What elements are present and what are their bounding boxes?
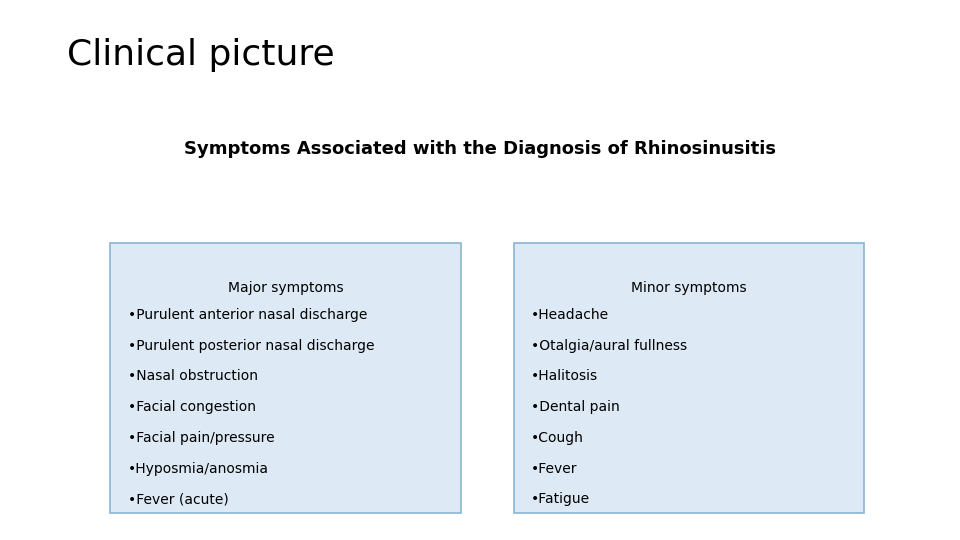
- Bar: [514, 243, 864, 513]
- Text: •Facial congestion: •Facial congestion: [128, 400, 255, 414]
- Text: •Facial pain/pressure: •Facial pain/pressure: [128, 431, 275, 445]
- Text: •Purulent anterior nasal discharge: •Purulent anterior nasal discharge: [128, 308, 367, 322]
- Text: •Nasal obstruction: •Nasal obstruction: [128, 369, 257, 383]
- Text: •Halitosis: •Halitosis: [531, 369, 598, 383]
- Text: •Hyposmia/anosmia: •Hyposmia/anosmia: [128, 462, 269, 476]
- Text: •Fever (acute): •Fever (acute): [128, 492, 228, 507]
- Text: •Purulent posterior nasal discharge: •Purulent posterior nasal discharge: [128, 339, 374, 353]
- Text: Symptoms Associated with the Diagnosis of Rhinosinusitis: Symptoms Associated with the Diagnosis o…: [184, 140, 776, 158]
- Text: •Headache: •Headache: [531, 308, 609, 322]
- Text: •Cough: •Cough: [531, 431, 584, 445]
- Text: •Dental pain: •Dental pain: [531, 400, 619, 414]
- Text: •Otalgia/aural fullness: •Otalgia/aural fullness: [531, 339, 687, 353]
- Text: •Fatigue: •Fatigue: [531, 492, 590, 507]
- Text: Minor symptoms: Minor symptoms: [631, 281, 747, 295]
- Text: •Fever: •Fever: [531, 462, 577, 476]
- Text: Clinical picture: Clinical picture: [67, 38, 335, 72]
- Bar: [110, 243, 461, 513]
- Text: Major symptoms: Major symptoms: [228, 281, 344, 295]
